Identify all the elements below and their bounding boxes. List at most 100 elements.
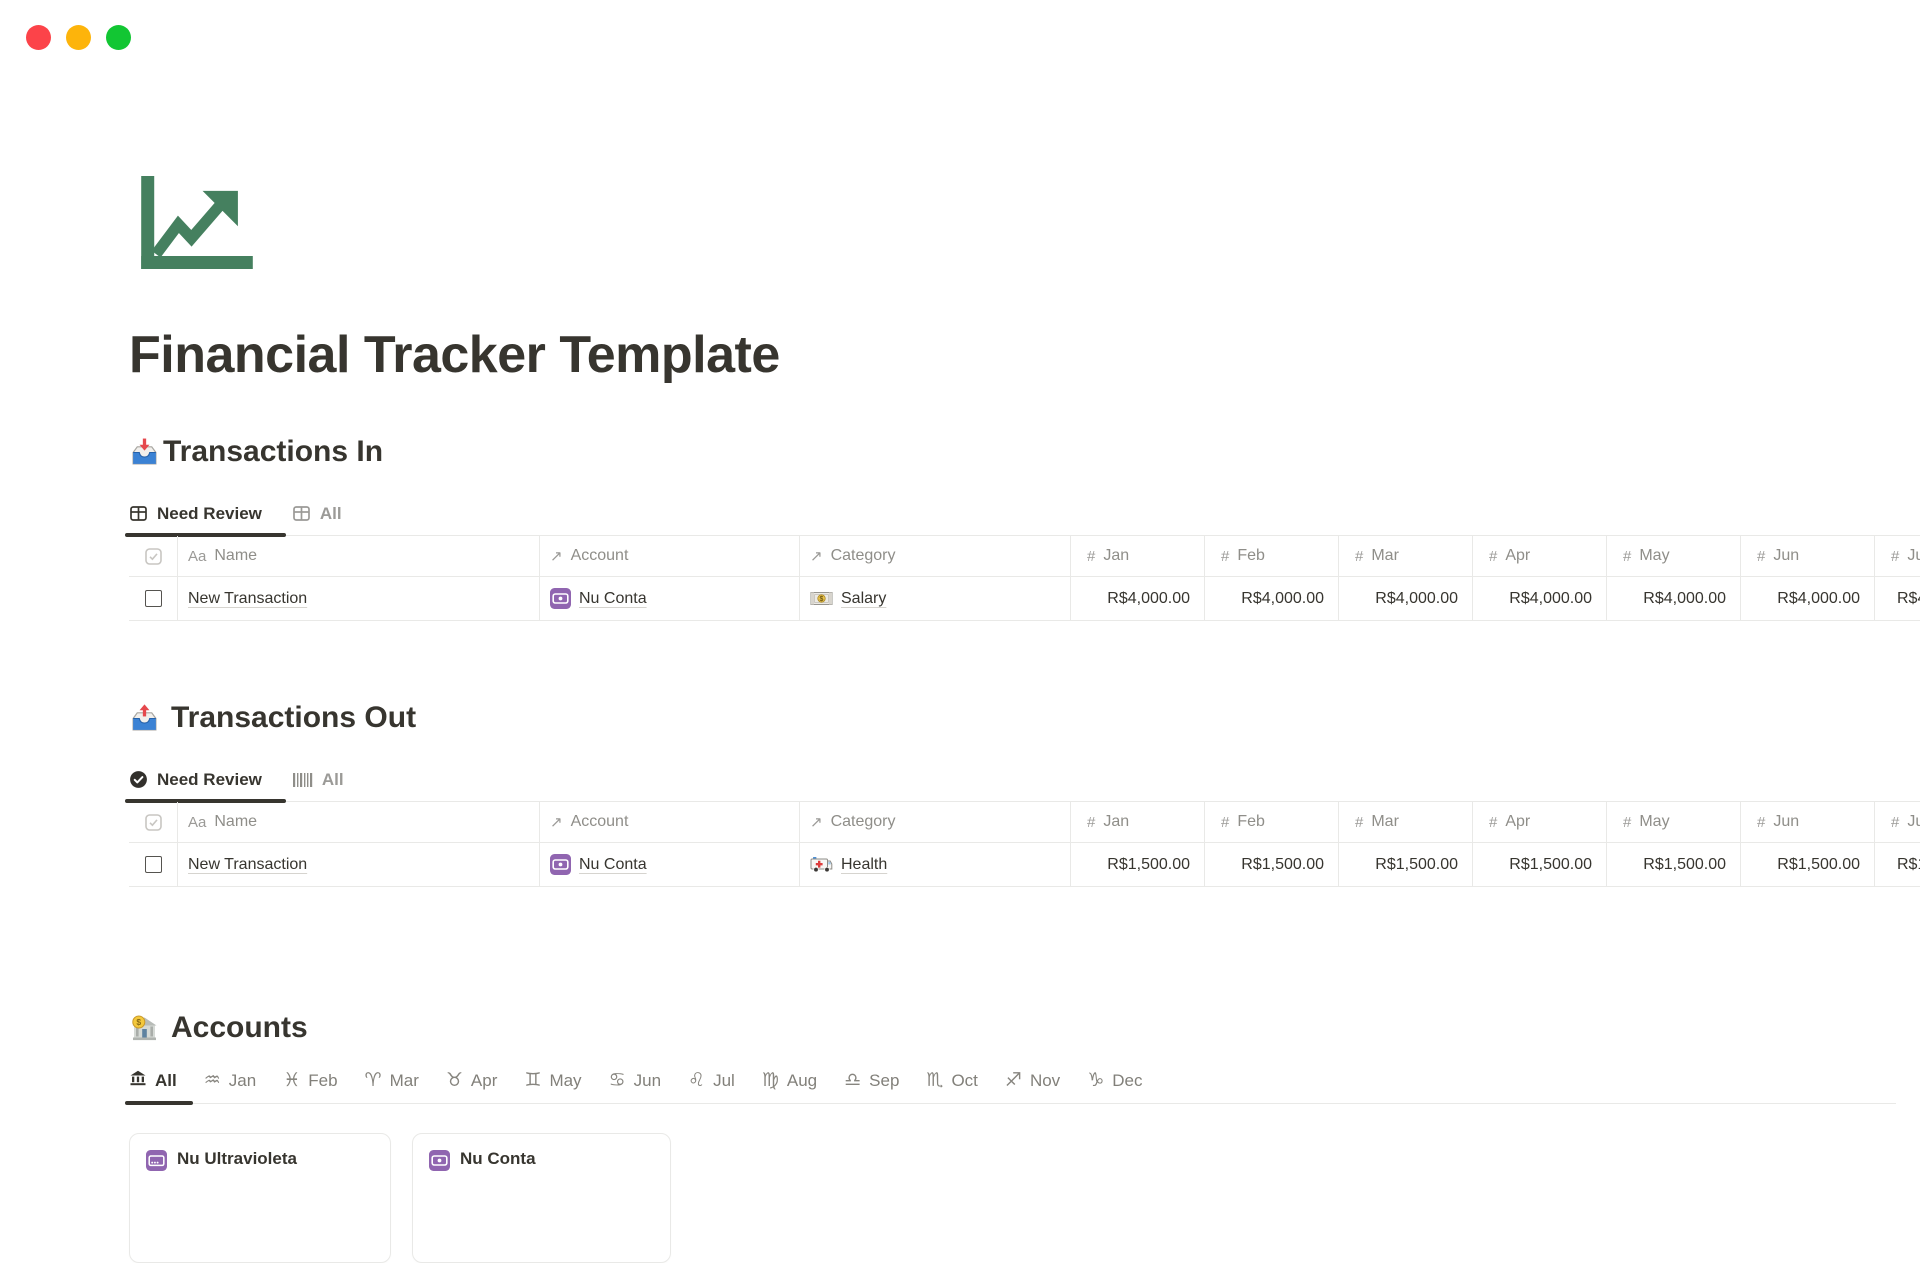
amount-cell-jan[interactable]: R$1,500.00 xyxy=(1071,843,1205,886)
scorpio-icon: ♏ xyxy=(926,1069,944,1091)
column-header-jun[interactable]: # Jun xyxy=(1741,536,1875,576)
amount-cell-mar[interactable]: R$4,000.00 xyxy=(1339,577,1473,620)
category-cell[interactable]: Health xyxy=(800,843,1071,886)
column-header-jul[interactable]: # Jul xyxy=(1875,536,1920,576)
tab-need-review-in[interactable]: Need Review xyxy=(125,492,286,537)
transactions-out-table: Aa Name ↗ Account ↗ Category # Jan # Feb… xyxy=(129,802,1920,887)
amount-cell-jun[interactable]: R$1,500.00 xyxy=(1741,843,1875,886)
column-header-name[interactable]: Aa Name xyxy=(178,802,540,842)
title-property-icon: Aa xyxy=(188,813,207,831)
bank-icon: $ xyxy=(129,1013,160,1044)
select-all-checkbox[interactable] xyxy=(129,802,178,842)
relation-property-icon: ↗ xyxy=(810,813,823,831)
transactions-out-heading-text: Transactions Out xyxy=(171,701,417,734)
name-cell[interactable]: New Transaction xyxy=(178,843,540,886)
tab-all-in[interactable]: All xyxy=(292,492,342,535)
name-cell[interactable]: New Transaction xyxy=(178,577,540,620)
amount-cell-jun[interactable]: R$4,000.00 xyxy=(1741,577,1875,620)
number-property-icon: # xyxy=(1757,547,1766,565)
accounts-tab-oct[interactable]: ♏ Oct xyxy=(926,1069,978,1091)
amount-cell-feb[interactable]: R$4,000.00 xyxy=(1205,577,1339,620)
amount-cell-apr[interactable]: R$4,000.00 xyxy=(1473,577,1607,620)
banknote-icon xyxy=(429,1150,450,1171)
cancer-icon: ♋ xyxy=(608,1069,626,1091)
select-all-checkbox[interactable] xyxy=(129,536,178,576)
amount-cell-jul[interactable]: R$1,500.00 xyxy=(1875,843,1920,886)
page-title[interactable]: Financial Tracker Template xyxy=(129,326,780,384)
column-header-may[interactable]: # May xyxy=(1607,802,1741,842)
capricorn-icon: ♑ xyxy=(1087,1069,1105,1091)
check-circle-icon xyxy=(129,770,148,789)
checkbox-icon xyxy=(144,813,162,831)
row-checkbox-cell[interactable] xyxy=(129,577,178,620)
account-cell[interactable]: Nu Conta xyxy=(540,577,800,620)
amount-cell-jan[interactable]: R$4,000.00 xyxy=(1071,577,1205,620)
account-card-nu-conta[interactable]: Nu Conta xyxy=(412,1133,671,1263)
account-cell[interactable]: Nu Conta xyxy=(540,843,800,886)
column-header-category[interactable]: ↗ Category xyxy=(800,802,1071,842)
column-header-jun[interactable]: # Jun xyxy=(1741,802,1875,842)
number-property-icon: # xyxy=(1355,813,1364,831)
accounts-tab-may[interactable]: ♊ May xyxy=(524,1069,582,1091)
table-view-icon xyxy=(129,504,148,523)
column-header-jan[interactable]: # Jan xyxy=(1071,802,1205,842)
tab-label: All xyxy=(319,503,342,523)
column-header-jan[interactable]: # Jan xyxy=(1071,536,1205,576)
amount-cell-may[interactable]: R$1,500.00 xyxy=(1607,843,1741,886)
amount-cell-jul[interactable]: R$4,000.00 xyxy=(1875,577,1920,620)
column-header-feb[interactable]: # Feb xyxy=(1205,802,1339,842)
column-header-name[interactable]: Aa Name xyxy=(178,536,540,576)
amount-cell-may[interactable]: R$4,000.00 xyxy=(1607,577,1741,620)
row-checkbox-cell[interactable] xyxy=(129,843,178,886)
account-card-nu-ultravioleta[interactable]: Nu Ultravioleta xyxy=(129,1133,391,1263)
category-cell[interactable]: $ Salary xyxy=(800,577,1071,620)
accounts-tab-aug[interactable]: ♍ Aug xyxy=(761,1069,818,1091)
column-header-apr[interactable]: # Apr xyxy=(1473,536,1607,576)
transactions-in-tabbar: Need Review All xyxy=(125,492,1920,537)
svg-text:$: $ xyxy=(136,1017,141,1027)
table-header-row: Aa Name ↗ Account ↗ Category # Jan # Feb… xyxy=(129,536,1920,577)
column-header-mar[interactable]: # Mar xyxy=(1339,802,1473,842)
svg-text:$: $ xyxy=(820,596,824,603)
accounts-tab-apr[interactable]: ♉ Apr xyxy=(445,1069,498,1091)
accounts-tab-jul[interactable]: ♌ Jul xyxy=(688,1069,735,1091)
accounts-tab-all[interactable]: All xyxy=(125,1058,193,1105)
row-checkbox[interactable] xyxy=(144,590,162,607)
number-property-icon: # xyxy=(1623,813,1632,831)
row-checkbox[interactable] xyxy=(144,856,162,873)
column-header-category[interactable]: ↗ Category xyxy=(800,536,1071,576)
column-header-feb[interactable]: # Feb xyxy=(1205,536,1339,576)
chart-increasing-icon xyxy=(141,176,253,269)
relation-property-icon: ↗ xyxy=(550,547,563,565)
account-card-label: Nu Ultravioleta xyxy=(177,1149,297,1168)
accounts-tab-dec[interactable]: ♑ Dec xyxy=(1087,1069,1143,1091)
window-close-button[interactable] xyxy=(26,25,51,50)
tab-need-review-out[interactable]: Need Review xyxy=(125,758,286,803)
window-minimize-button[interactable] xyxy=(66,25,91,50)
column-header-apr[interactable]: # Apr xyxy=(1473,802,1607,842)
amount-cell-mar[interactable]: R$1,500.00 xyxy=(1339,843,1473,886)
accounts-heading: $ Accounts xyxy=(129,1009,308,1047)
accounts-tab-feb[interactable]: ♓ Feb xyxy=(283,1069,338,1091)
number-property-icon: # xyxy=(1087,547,1096,565)
column-header-may[interactable]: # May xyxy=(1607,536,1741,576)
table-row: New Transaction Nu Conta $ xyxy=(129,577,1920,621)
page-icon-chart-increasing[interactable] xyxy=(141,176,253,274)
window-maximize-button[interactable] xyxy=(106,25,131,50)
accounts-tab-nov[interactable]: ♐ Nov xyxy=(1004,1069,1061,1091)
accounts-tab-sep[interactable]: ♎ Sep xyxy=(844,1069,900,1091)
checkbox-icon xyxy=(144,547,162,565)
column-header-account[interactable]: ↗ Account xyxy=(540,536,800,576)
amount-cell-feb[interactable]: R$1,500.00 xyxy=(1205,843,1339,886)
tab-all-out[interactable]: All xyxy=(292,758,344,801)
column-header-jul[interactable]: # Jul xyxy=(1875,802,1920,842)
column-header-account[interactable]: ↗ Account xyxy=(540,802,800,842)
column-header-mar[interactable]: # Mar xyxy=(1339,536,1473,576)
title-property-icon: Aa xyxy=(188,547,207,565)
amount-cell-apr[interactable]: R$1,500.00 xyxy=(1473,843,1607,886)
accounts-tab-jun[interactable]: ♋ Jun xyxy=(608,1069,662,1091)
aries-icon: ♈ xyxy=(364,1069,382,1091)
transactions-in-heading: Transactions In xyxy=(129,433,383,471)
accounts-tab-mar[interactable]: ♈ Mar xyxy=(364,1069,419,1091)
accounts-tab-jan[interactable]: ♒ Jan xyxy=(203,1069,257,1091)
